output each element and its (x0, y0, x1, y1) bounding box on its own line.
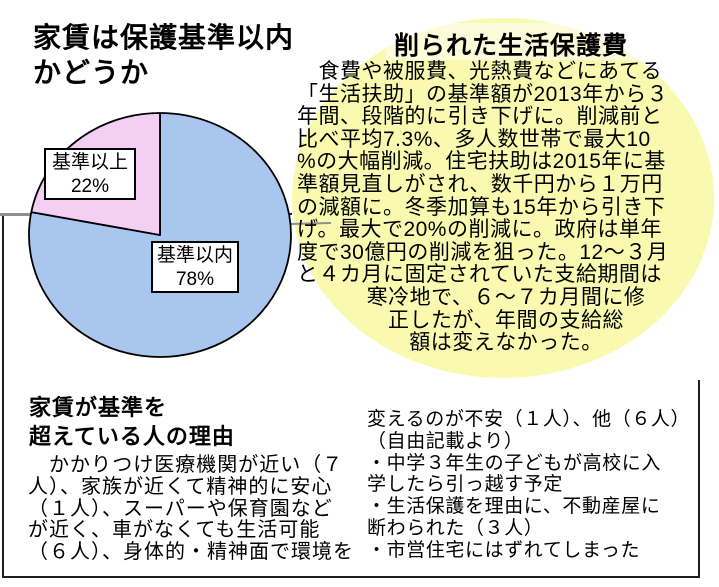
connector-line (289, 222, 332, 225)
callout-title: 削られた生活保護費 (393, 32, 628, 60)
reasons-right-column: 変えるのが不安（１人）、他（６人） （自由記載より） ・中学３年生の子どもが高校… (367, 409, 691, 561)
pie-label-above-standard: 基準以上 22% (44, 148, 136, 200)
reasons-left-column: かかりつけ医療機関が近い（７ 人）、家族が近くて精神的に安心 （１人）、スーパー… (28, 454, 354, 564)
callout-body-text: 食費や被服費、光熱費などにあてる 「生活扶助」の基準額が2013年から３ 年間、… (297, 60, 669, 287)
pie-chart-title: 家賃は保護基準以内 かどうか (33, 22, 295, 88)
reasons-heading: 家賃が基準を 超えている人の理由 (29, 395, 235, 449)
pie-label-within-standard: 基準以内 78% (151, 241, 239, 293)
callout-title-band (386, 23, 652, 60)
pie-slice-within-standard (28, 112, 292, 358)
callout-balloon (292, 18, 714, 378)
callout-body-tail-text: 寒冷地で、６～７カ月間に修 正したが、年間の支給総 額は変えなかった。 (366, 286, 646, 355)
